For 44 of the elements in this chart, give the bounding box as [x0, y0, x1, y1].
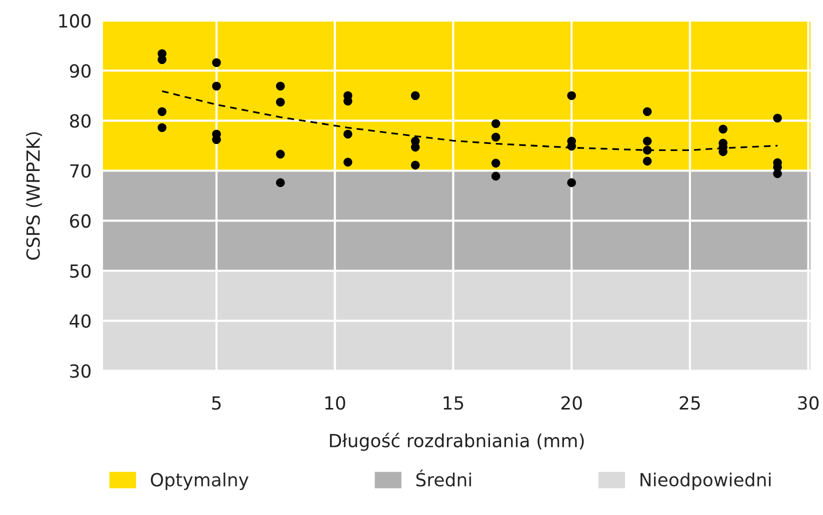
point: [567, 91, 576, 100]
x-tick-label: 10: [325, 396, 346, 410]
x-tick-label: 15: [444, 396, 464, 410]
point: [276, 150, 285, 159]
y-tick-label: 40: [70, 314, 91, 328]
point: [773, 114, 782, 123]
point: [158, 123, 166, 132]
point: [410, 91, 420, 100]
legend-label: Nieodpowiedni: [640, 472, 771, 490]
point: [491, 158, 500, 168]
point: [642, 107, 652, 116]
y-tick-label: 100: [59, 14, 91, 28]
point: [410, 160, 420, 170]
point: [276, 98, 285, 107]
point: [718, 124, 728, 134]
point: [491, 119, 500, 128]
x-tick-label: 25: [680, 396, 700, 410]
x-tick-label: 5: [212, 396, 221, 410]
point: [158, 107, 166, 116]
x-tick-label: 20: [561, 396, 582, 410]
point: [212, 82, 221, 91]
point: [491, 132, 500, 142]
point: [276, 178, 285, 188]
x-axis-title: Długość rozdrabniania (mm): [330, 432, 584, 451]
y-axis-title: CSPS (WPPZK): [26, 132, 42, 260]
y-tick-label: 60: [70, 214, 91, 228]
y-tick-label: 50: [70, 264, 91, 278]
point: [343, 158, 352, 167]
point: [343, 130, 352, 139]
point: [642, 156, 652, 166]
point: [276, 82, 285, 91]
point: [212, 58, 221, 68]
point: [567, 178, 576, 188]
point: [642, 136, 652, 146]
point: [491, 172, 500, 181]
x-tick-label: 30: [798, 396, 819, 410]
y-tick-label: 80: [70, 114, 91, 128]
y-tick-label: 70: [70, 164, 91, 178]
y-tick-label: 90: [70, 64, 91, 78]
point: [773, 169, 782, 178]
legend-label: Optymalny: [150, 472, 249, 490]
point: [642, 146, 652, 155]
y-tick-label: 30: [70, 364, 91, 378]
legend-label: Średni: [416, 470, 471, 487]
